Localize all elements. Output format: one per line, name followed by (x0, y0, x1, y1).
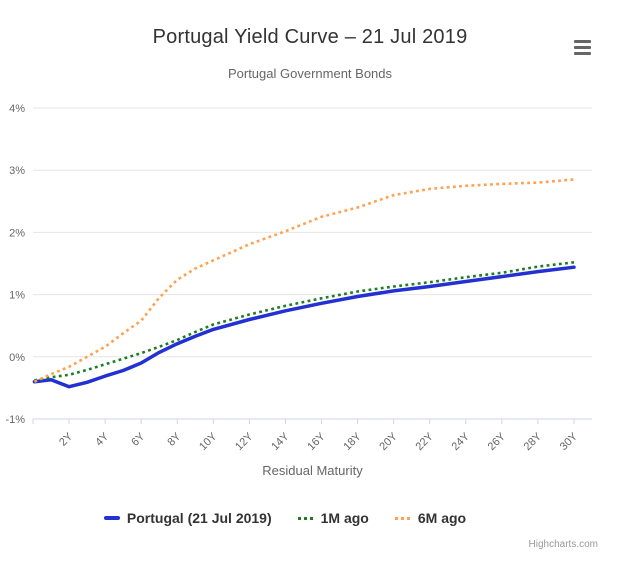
y-axis-label: 2% (9, 227, 25, 239)
legend-label: 1M ago (320, 510, 369, 526)
chart-subtitle: Portugal Government Bonds (227, 66, 393, 81)
x-axis-label: 2Y (57, 430, 75, 448)
y-axis-label: 0% (9, 352, 25, 364)
legend-item-portugal[interactable]: Portugal (21 Jul 2019) (103, 510, 272, 526)
x-axis-label: 22Y (414, 430, 437, 453)
x-axis-label: 4Y (93, 430, 111, 448)
x-axis-label: 16Y (305, 430, 328, 453)
legend-line-swatch-dotted (297, 516, 314, 520)
legend-item-6m-ago[interactable]: 6M ago (394, 510, 467, 526)
series-line-0 (32, 265, 576, 389)
hamburger-menu-icon[interactable] (572, 36, 598, 58)
x-axis-title: Residual Maturity (262, 463, 363, 478)
hamburger-bar (574, 51, 591, 55)
x-axis-label: 10Y (197, 430, 220, 453)
x-axis-label: 18Y (341, 430, 364, 453)
x-axis-label: 6Y (129, 430, 147, 448)
chart-title: Portugal Yield Curve – 21 Jul 2019 (152, 26, 468, 48)
x-axis-label: 14Y (269, 430, 292, 453)
legend-line-swatch-solid (103, 516, 120, 520)
x-axis-label: 8Y (165, 430, 183, 448)
x-axis-label: 28Y (522, 430, 545, 453)
x-axis-label: 20Y (377, 430, 400, 453)
legend: Portugal (21 Jul 2019) 1M ago 6M ago (0, 507, 570, 529)
legend-label: Portugal (21 Jul 2019) (126, 510, 272, 526)
hamburger-bar (574, 39, 591, 43)
series-line-2 (33, 178, 575, 383)
hamburger-bar (574, 45, 591, 49)
legend-item-1m-ago[interactable]: 1M ago (297, 510, 369, 526)
x-axis-label: 30Y (558, 430, 581, 453)
y-axis-label: 3% (9, 165, 25, 177)
legend-line-swatch-dotted (394, 516, 411, 520)
highcharts-credit-link[interactable]: Highcharts.com (528, 539, 598, 550)
y-axis-label: 4% (9, 103, 25, 115)
legend-label: 6M ago (417, 510, 467, 526)
y-axis-label: -1% (5, 414, 25, 426)
series-line-1 (34, 261, 575, 382)
x-axis-label: 24Y (450, 430, 473, 453)
y-axis-label: 1% (9, 290, 25, 302)
x-axis-label: 12Y (233, 430, 256, 453)
x-axis-label: 26Y (486, 430, 509, 453)
